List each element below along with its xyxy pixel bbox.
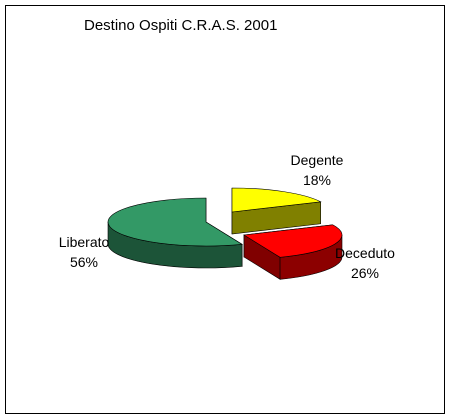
pie-slice-degente	[231, 187, 322, 235]
pie-slice-liberato	[107, 197, 243, 269]
slice-label-value: 26%	[351, 265, 379, 281]
slice-labels: Degente 18% Deceduto 26% Liberato 56%	[59, 152, 395, 281]
pie-slices	[107, 187, 343, 280]
pie-slice-top	[231, 187, 322, 213]
slice-label-name: Liberato	[59, 234, 110, 250]
slice-label-value: 18%	[303, 172, 331, 188]
slice-label-value: 56%	[70, 254, 98, 270]
pie-slice-top	[107, 197, 243, 247]
chart-title: Destino Ospiti C.R.A.S. 2001	[84, 17, 277, 34]
pie-slice-deceduto	[243, 224, 343, 280]
slice-label-name: Degente	[291, 152, 344, 168]
slice-label-name: Deceduto	[335, 245, 395, 261]
pie-slice-top	[243, 224, 343, 258]
chart-frame	[5, 5, 445, 414]
